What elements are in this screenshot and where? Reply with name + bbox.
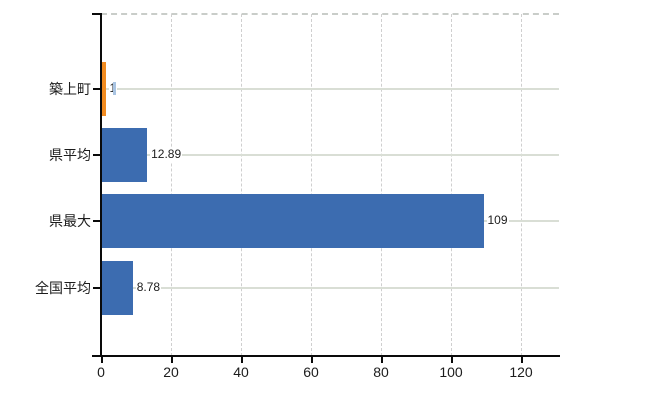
gridline-vertical [451, 14, 452, 356]
bar [102, 194, 484, 248]
gridline-horizontal [101, 154, 559, 156]
x-tick-label: 100 [439, 364, 463, 380]
x-tick-label: 60 [303, 364, 319, 380]
plot-top-border [101, 13, 559, 15]
y-axis-tick [93, 88, 101, 90]
x-axis-tick [380, 356, 383, 363]
bar [102, 128, 148, 182]
cursor-artifact [113, 82, 116, 95]
x-axis-tick [240, 356, 243, 363]
gridline-vertical [311, 14, 312, 356]
category-label: 県最大 [49, 213, 91, 229]
bar-value-label: 1 [108, 81, 118, 96]
bar-value-label: 12.89 [150, 147, 183, 162]
gridline-horizontal [101, 88, 559, 90]
category-label: 築上町 [49, 81, 91, 97]
y-axis-line [100, 13, 102, 357]
category-label: 県平均 [49, 147, 91, 163]
bar [102, 62, 106, 116]
gridline-horizontal [101, 287, 559, 289]
x-tick-label: 80 [373, 364, 389, 380]
x-axis-tick [170, 356, 173, 363]
x-tick-label: 0 [97, 364, 105, 380]
x-axis-tick [520, 356, 523, 363]
gridline-vertical [381, 14, 382, 356]
category-label: 全国平均 [35, 280, 91, 296]
x-axis-tick [310, 356, 313, 363]
x-axis-line [92, 355, 560, 357]
x-tick-label: 20 [163, 364, 179, 380]
y-axis-tick [93, 287, 101, 289]
bar [102, 261, 133, 315]
bar-value-label: 8.78 [135, 280, 162, 295]
y-axis-tick [93, 220, 101, 222]
gridline-vertical [521, 14, 522, 356]
x-axis-tick [100, 356, 103, 363]
gridline-vertical [241, 14, 242, 356]
x-axis-tick [450, 356, 453, 363]
y-axis-top-tick [92, 13, 101, 15]
y-axis-tick [93, 154, 101, 156]
gridline-vertical [171, 14, 172, 356]
bar-value-label: 109 [486, 213, 509, 228]
x-tick-label: 40 [233, 364, 249, 380]
x-tick-label: 120 [509, 364, 533, 380]
